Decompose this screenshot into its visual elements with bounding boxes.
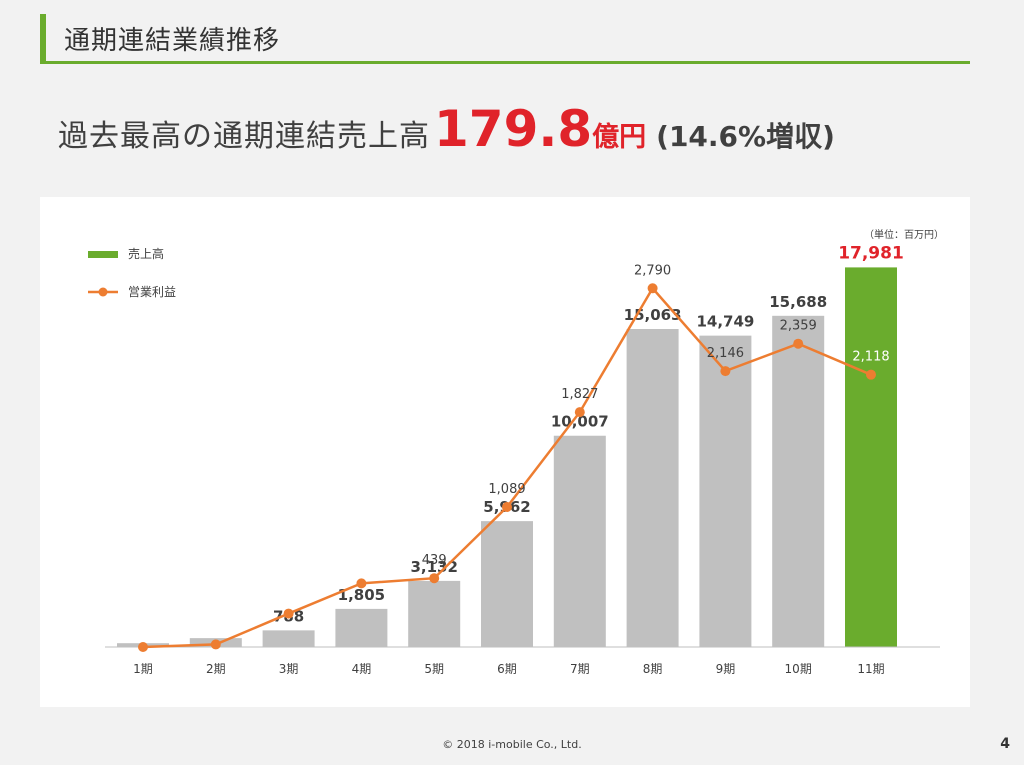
chart-panel: 7881,8053,1325,96210,00715,06314,74915,6… (40, 197, 970, 707)
profit-point-10 (793, 338, 804, 349)
legend-label-sales: 売上高 (128, 246, 164, 261)
legend-marker-profit (98, 287, 108, 297)
profit-point-2 (210, 639, 221, 650)
bar-10 (772, 315, 825, 647)
x-tick-label: 6期 (497, 662, 517, 676)
profit-point-9 (720, 366, 731, 377)
headline-prefix: 過去最高の通期連結売上高 (58, 119, 430, 154)
bar-9 (699, 335, 752, 647)
x-tick-label: 1期 (133, 662, 153, 676)
profit-point-5 (429, 573, 440, 584)
bar-11 (845, 267, 897, 647)
unit-label: （単位：百万円） (864, 228, 944, 241)
x-tick-label: 10期 (785, 662, 812, 676)
x-tick-label: 3期 (279, 662, 299, 676)
bar-5 (408, 580, 461, 647)
profit-point-4 (356, 578, 367, 589)
slide-header: 通期連結業績推移 (40, 14, 970, 64)
profit-point-1 (138, 642, 148, 652)
bar-7 (553, 435, 606, 647)
page-number: 4 (1000, 736, 1010, 752)
profit-point-11 (866, 369, 876, 380)
legend-swatch-sales (88, 251, 118, 258)
bar-value-label: 14,749 (696, 313, 754, 331)
slide-title: 通期連結業績推移 (64, 26, 281, 56)
profit-value-label: 439 (422, 553, 447, 568)
profit-value-label: 2,118 (852, 350, 889, 365)
profit-value-label: 2,359 (780, 319, 817, 334)
x-tick-label: 2期 (206, 662, 226, 676)
bar-8 (626, 329, 679, 647)
headline-unit: 億円 (592, 122, 647, 153)
profit-point-8 (647, 283, 658, 294)
profit-value-label: 1,827 (561, 387, 598, 402)
x-tick-label: 8期 (643, 662, 663, 676)
bar-value-label: 3,132 (410, 558, 457, 576)
headline-growth: (14.6%増収) (656, 120, 835, 153)
bar-6 (481, 521, 533, 647)
x-tick-label: 7期 (570, 662, 590, 676)
profit-value-label: 2,146 (707, 346, 744, 361)
x-tick-label: 11期 (857, 662, 884, 676)
x-tick-label: 4期 (352, 662, 372, 676)
bar-4 (335, 608, 388, 647)
bar-value-label: 1,805 (338, 586, 385, 604)
profit-point-6 (502, 501, 512, 512)
profit-point-3 (283, 608, 294, 619)
x-tick-label: 5期 (424, 662, 444, 676)
profit-value-label: 2,790 (634, 263, 671, 278)
bar-3 (262, 630, 315, 647)
footer-copyright: © 2018 i-mobile Co., Ltd. (442, 738, 582, 751)
bar-value-label: 17,981 (838, 243, 904, 263)
headline-value: 179.8 (434, 100, 593, 158)
bar-value-label: 15,688 (769, 293, 827, 311)
sales-profit-chart: 7881,8053,1325,96210,00715,06314,74915,6… (88, 228, 944, 676)
x-tick-label: 9期 (716, 662, 736, 676)
profit-value-label: 1,089 (488, 482, 525, 497)
bar-value-label: 10,007 (551, 413, 609, 431)
profit-point-7 (574, 407, 585, 418)
headline: 過去最高の通期連結売上高 179.8 億円 (14.6%増収) (58, 100, 835, 158)
legend-label-profit: 営業利益 (128, 285, 176, 299)
